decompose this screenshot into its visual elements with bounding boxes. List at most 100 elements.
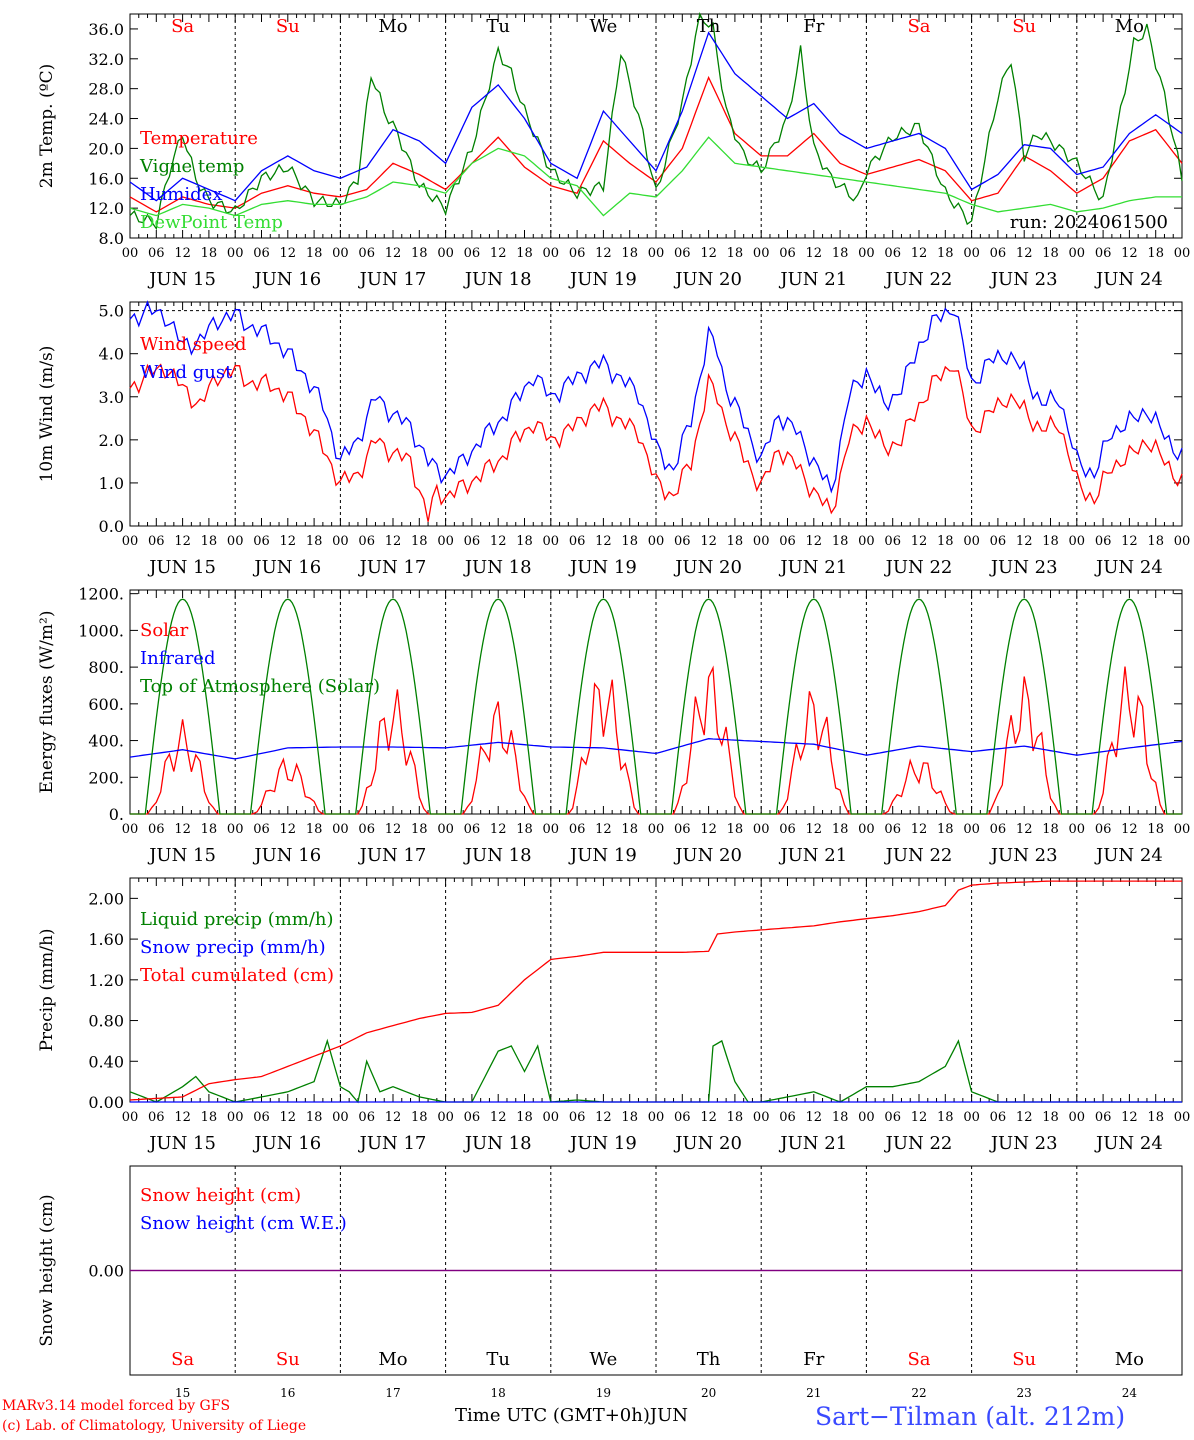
x-date-label: JUN 21	[778, 269, 847, 290]
x-hour-label: 18	[201, 1110, 218, 1125]
y-tick-label: 0.	[109, 805, 124, 824]
x-hour-label: 12	[911, 822, 928, 837]
x-hour-label: 12	[174, 534, 191, 549]
x-hour-label: 06	[569, 534, 586, 549]
y-tick-label: 2.0	[99, 431, 124, 450]
x-date-label: JUN 16	[252, 1133, 321, 1154]
legend-entry: Solar	[140, 620, 189, 641]
x-date-label: JUN 17	[358, 269, 427, 290]
x-hour-label: 00	[1069, 246, 1086, 261]
x-hour-label: 06	[253, 822, 270, 837]
day-number-label: 15	[175, 1386, 190, 1400]
y-tick-label: 16.0	[88, 169, 124, 188]
x-hour-label: 00	[1174, 246, 1191, 261]
day-of-week-label: Fr	[803, 16, 824, 37]
x-date-label: JUN 18	[463, 557, 532, 578]
x-hour-label: 18	[937, 246, 954, 261]
x-hour-label: 18	[937, 534, 954, 549]
y-tick-label: 0.00	[88, 1262, 124, 1281]
y-tick-label: 32.0	[88, 50, 124, 69]
y-axis-title: Energy fluxes (W/m²)	[37, 611, 57, 794]
x-date-label: JUN 17	[358, 845, 427, 866]
x-hour-label: 00	[753, 246, 770, 261]
x-hour-label: 18	[832, 822, 849, 837]
y-tick-label: 20.0	[88, 139, 124, 158]
x-hour-label: 00	[227, 246, 244, 261]
x-hour-label: 12	[1016, 246, 1033, 261]
x-hour-label: 18	[201, 246, 218, 261]
x-date-label: JUN 21	[778, 1133, 847, 1154]
x-hour-label: 18	[201, 822, 218, 837]
y-tick-label: 1.20	[88, 971, 124, 990]
x-date-label: JUN 22	[884, 845, 953, 866]
x-hour-label: 12	[385, 246, 402, 261]
x-hour-label: 00	[648, 534, 665, 549]
x-hour-label: 06	[464, 534, 481, 549]
x-hour-label: 00	[1069, 534, 1086, 549]
x-hour-label: 18	[937, 822, 954, 837]
y-tick-label: 36.0	[88, 20, 124, 39]
x-hour-label: 00	[227, 534, 244, 549]
site-title: Sart−Tilman (alt. 212m)	[815, 1402, 1126, 1431]
legend-entry: Vigne temp	[139, 156, 244, 177]
day-number-label: 23	[1017, 1386, 1032, 1400]
x-hour-label: 06	[253, 534, 270, 549]
y-tick-label: 28.0	[88, 80, 124, 99]
y-tick-label: 24.0	[88, 110, 124, 129]
day-of-week-label: Mo	[1115, 1349, 1144, 1370]
x-hour-label: 18	[411, 822, 428, 837]
x-hour-label: 06	[990, 534, 1007, 549]
x-date-label: JUN 18	[463, 1133, 532, 1154]
x-axis-label-month: JUN	[649, 1405, 689, 1426]
x-hour-label: 18	[727, 534, 744, 549]
x-hour-label: 18	[727, 1110, 744, 1125]
x-hour-label: 18	[516, 1110, 533, 1125]
x-hour-label: 06	[990, 822, 1007, 837]
day-of-week-label: We	[590, 16, 618, 37]
x-hour-label: 12	[174, 1110, 191, 1125]
x-hour-label: 18	[1147, 1110, 1164, 1125]
x-date-label: JUN 19	[568, 269, 637, 290]
x-date-label: JUN 23	[989, 269, 1058, 290]
x-hour-label: 00	[437, 822, 454, 837]
x-hour-label: 06	[884, 246, 901, 261]
x-date-label: JUN 24	[1094, 557, 1163, 578]
x-hour-label: 18	[201, 534, 218, 549]
x-hour-label: 12	[280, 534, 297, 549]
x-hour-label: 06	[464, 822, 481, 837]
x-hour-label: 18	[1147, 534, 1164, 549]
x-date-label: JUN 17	[358, 557, 427, 578]
x-date-label: JUN 20	[673, 1133, 742, 1154]
day-of-week-label: Su	[276, 16, 300, 37]
x-hour-label: 12	[595, 1110, 612, 1125]
series-line-dewpoint-temp	[129, 136, 1182, 217]
x-date-label: JUN 21	[778, 845, 847, 866]
x-hour-label: 12	[595, 246, 612, 261]
x-hour-label: 06	[358, 1110, 375, 1125]
x-hour-label: 00	[122, 1110, 139, 1125]
x-hour-label: 12	[911, 246, 928, 261]
x-date-label: JUN 19	[568, 845, 637, 866]
x-hour-label: 00	[963, 822, 980, 837]
panel-frame-2	[129, 301, 1183, 527]
x-hour-label: 06	[253, 246, 270, 261]
x-hour-label: 06	[148, 1110, 165, 1125]
x-hour-label: 12	[280, 822, 297, 837]
series-line-wind-gust	[129, 300, 1183, 494]
x-hour-label: 18	[516, 534, 533, 549]
x-hour-label: 06	[569, 822, 586, 837]
x-hour-label: 18	[621, 822, 638, 837]
day-number-label: 24	[1122, 1386, 1138, 1400]
y-tick-label: 0.80	[88, 1012, 124, 1031]
x-hour-label: 00	[543, 246, 560, 261]
x-hour-label: 18	[621, 246, 638, 261]
x-hour-label: 18	[1147, 246, 1164, 261]
x-hour-label: 06	[358, 822, 375, 837]
x-date-label: JUN 23	[989, 845, 1058, 866]
x-hour-label: 06	[569, 1110, 586, 1125]
x-hour-label: 06	[253, 1110, 270, 1125]
x-hour-label: 06	[148, 246, 165, 261]
x-date-label: JUN 18	[463, 845, 532, 866]
day-of-week-label: Th	[697, 1349, 721, 1370]
x-hour-label: 00	[332, 822, 349, 837]
